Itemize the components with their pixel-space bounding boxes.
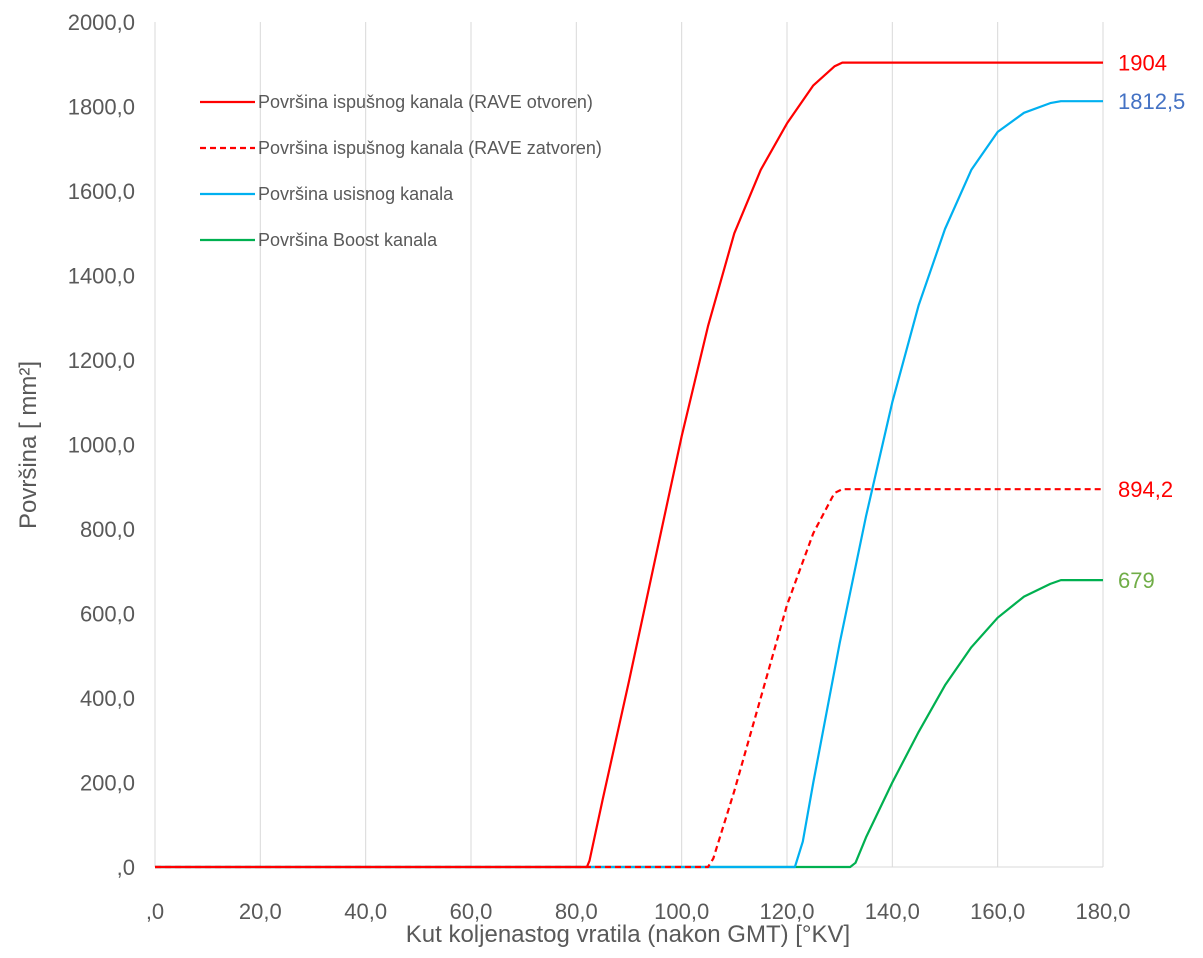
x-tick-label: 80,0 — [555, 899, 598, 924]
x-axis-title: Kut koljenastog vratila (nakon GMT) [°KV… — [406, 921, 850, 948]
y-tick-label: 1200,0 — [68, 348, 135, 373]
x-tick-label: 40,0 — [344, 899, 387, 924]
y-tick-label: 1000,0 — [68, 433, 135, 458]
series-line-1 — [155, 488, 1103, 869]
y-tick-label: 800,0 — [80, 517, 135, 542]
x-tick-label: 160,0 — [970, 899, 1025, 924]
tick-labels: ,0 20,0 40,0 60,0 80,0 100,0 120,0 140,0 160,0 18… — [68, 10, 1131, 924]
y-tick-label: 1400,0 — [68, 264, 135, 289]
y-tick-label: 400,0 — [80, 686, 135, 711]
x-tick-label: 60,0 — [450, 899, 493, 924]
x-tick-label: 140,0 — [865, 899, 920, 924]
y-axis-title: Površina [ mm²] — [15, 361, 42, 529]
end-label-1: 894,2 — [1118, 477, 1173, 502]
end-label-3: 679 — [1118, 568, 1155, 593]
x-tick-label: 20,0 — [239, 899, 282, 924]
legend-label-0: Površina ispušnog kanala (RAVE otvoren) — [258, 92, 593, 112]
y-tick-label: 600,0 — [80, 602, 135, 627]
legend-label-2: Površina usisnog kanala — [258, 184, 454, 204]
x-tick-label: 120,0 — [759, 899, 814, 924]
y-tick-label: 1600,0 — [68, 179, 135, 204]
series-layer — [155, 61, 1103, 869]
series-line-2 — [155, 100, 1103, 869]
x-tick-label: 180,0 — [1075, 899, 1130, 924]
series-line-0 — [155, 61, 1103, 869]
end-labels: 1904 894,2 1812,5 679 — [1118, 51, 1185, 594]
end-label-0: 1904 — [1118, 51, 1167, 76]
y-tick-label: 200,0 — [80, 771, 135, 796]
x-tick-label: 100,0 — [654, 899, 709, 924]
legend: Površina ispušnog kanala (RAVE otvoren) P… — [200, 92, 602, 250]
legend-label-3: Površina Boost kanala — [258, 230, 438, 250]
end-label-2: 1812,5 — [1118, 89, 1185, 114]
x-tick-label: ,0 — [146, 899, 164, 924]
series-line-3 — [155, 579, 1103, 869]
y-tick-label: ,0 — [117, 855, 135, 880]
y-tick-label: 2000,0 — [68, 10, 135, 35]
y-tick-label: 1800,0 — [68, 95, 135, 120]
legend-label-1: Površina ispušnog kanala (RAVE zatvoren) — [258, 138, 602, 158]
